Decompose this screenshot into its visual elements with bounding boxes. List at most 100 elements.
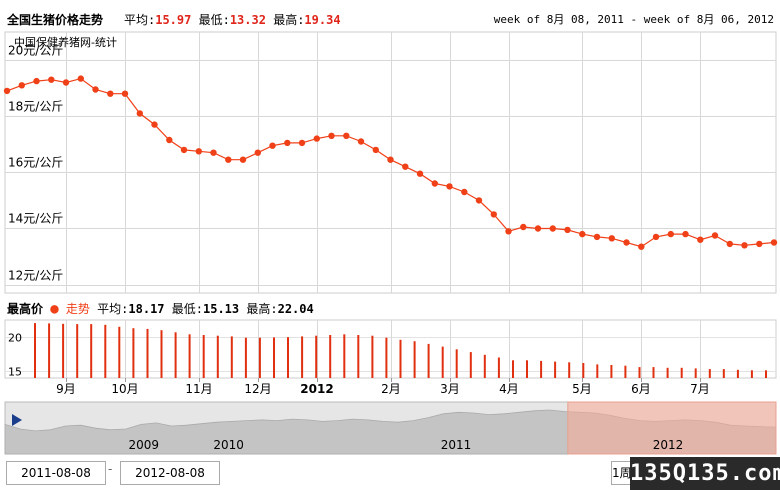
price-point [62,79,70,86]
price-point [33,77,40,85]
x-tick-label: 2012 [300,382,333,396]
x-tick-label: 5月 [572,382,592,396]
high-price-bar [441,346,444,378]
price-point [505,228,512,235]
price-point [564,226,571,234]
price-point [372,146,379,154]
price-point [151,121,158,128]
min-label: 最低: [198,13,230,27]
price-point [608,235,615,242]
high-price-bar [497,357,500,378]
high-price-bar [652,367,655,378]
high-price-bar [62,323,65,378]
high-price-bar [132,328,135,378]
price-point [313,135,320,142]
avg-label: 平均: [124,13,156,27]
high-price-bar [315,335,318,378]
x-tick-label: 7月 [690,382,710,396]
price-point [239,156,247,163]
high-price-bar [329,335,332,378]
high-price-bar [413,341,416,378]
high-price-header: 最高价 ● 走势 平均:18.17 最低:15.13 最高:22.04 [7,300,314,317]
high-price-bar [469,352,472,378]
high-price-bar [146,328,149,378]
selection-window [567,401,777,455]
start-date-field[interactable]: 2011-08-08 [6,461,106,485]
high-price-bar [34,323,36,378]
price-point [534,225,542,232]
high-price-bar [343,334,346,378]
high-price-bar [638,367,641,378]
price-point [475,197,483,204]
time-axis: 9月 10月 11月 12月 2012 2月 3月 4月 5月 6月 7月 [56,378,710,396]
max-value: 19.34 [304,13,341,27]
price-point [107,90,114,97]
high-price-bar [76,324,79,378]
high-price-bar [216,335,219,378]
range-navigator[interactable]: 2009 2010 2011 2012 [0,400,780,456]
high-price-bar [694,368,697,378]
high-price-bar [174,332,177,378]
y-tick-label: 12元/公斤 [8,269,63,283]
high-price-bar [722,369,725,378]
price-stats: 平均:15.97 最低:13.32 最高:19.34 [124,11,341,28]
price-point [166,136,173,144]
price-point [180,146,188,154]
price-point [549,225,556,232]
high-price-bar [624,365,627,378]
price-point [667,230,674,238]
x-tick-label: 10月 [111,382,138,396]
source-label: 中国保健养猪网-统计 [14,35,117,49]
price-point [652,233,660,241]
price-point [225,156,232,163]
high-price-bar [610,365,613,378]
price-point [638,243,645,250]
end-date-field[interactable]: 2012-08-08 [120,461,220,485]
price-point [387,156,394,163]
price-point [756,240,763,248]
price-point [431,180,438,187]
date-range-label: week of 8月 08, 2011 - week of 8月 06, 201… [493,13,774,26]
chart-title: 全国生猪价格走势 [7,13,104,27]
price-point [298,139,306,147]
high-price-bar [230,336,233,378]
high-price-bar [48,323,51,378]
price-point [3,87,11,95]
high-price-bar [202,335,205,378]
price-point [284,139,291,147]
high-price-bar [680,367,683,378]
price-point [269,142,276,149]
high-price-bar [427,343,430,378]
price-point [195,148,202,155]
x-tick-label: 11月 [185,382,212,396]
bar-min-label: 最低: [171,302,203,316]
high-price-bar [666,367,669,378]
high-price-bar [301,336,304,378]
price-point [18,82,25,89]
price-point [121,90,129,97]
y-tick-label: 20元/公斤 [8,44,63,58]
y-tick-label: 14元/公斤 [8,212,63,226]
price-point [726,240,733,248]
high-price-bar [582,363,585,378]
bar-y-tick-label: 15 [8,366,22,379]
price-point [579,230,586,238]
price-point [697,236,704,243]
series-label[interactable]: 走势 [65,302,90,316]
x-tick-label: 9月 [56,382,76,396]
high-price-bar [455,349,458,378]
price-point [210,149,217,156]
x-tick-label: 3月 [440,382,460,396]
year-label: 2009 [129,438,160,452]
high-price-bar [568,362,571,378]
price-point [254,149,261,156]
scroll-left-arrow-icon [12,414,22,426]
chart-header: 全国生猪价格走势 平均:15.97 最低:13.32 最高:19.34 week… [0,0,780,30]
price-point [741,242,748,249]
price-point [682,230,689,238]
series-dot-icon: ● [50,301,59,317]
bar-y-tick-label: 20 [8,332,22,345]
bar-min-value: 15.13 [203,302,240,316]
